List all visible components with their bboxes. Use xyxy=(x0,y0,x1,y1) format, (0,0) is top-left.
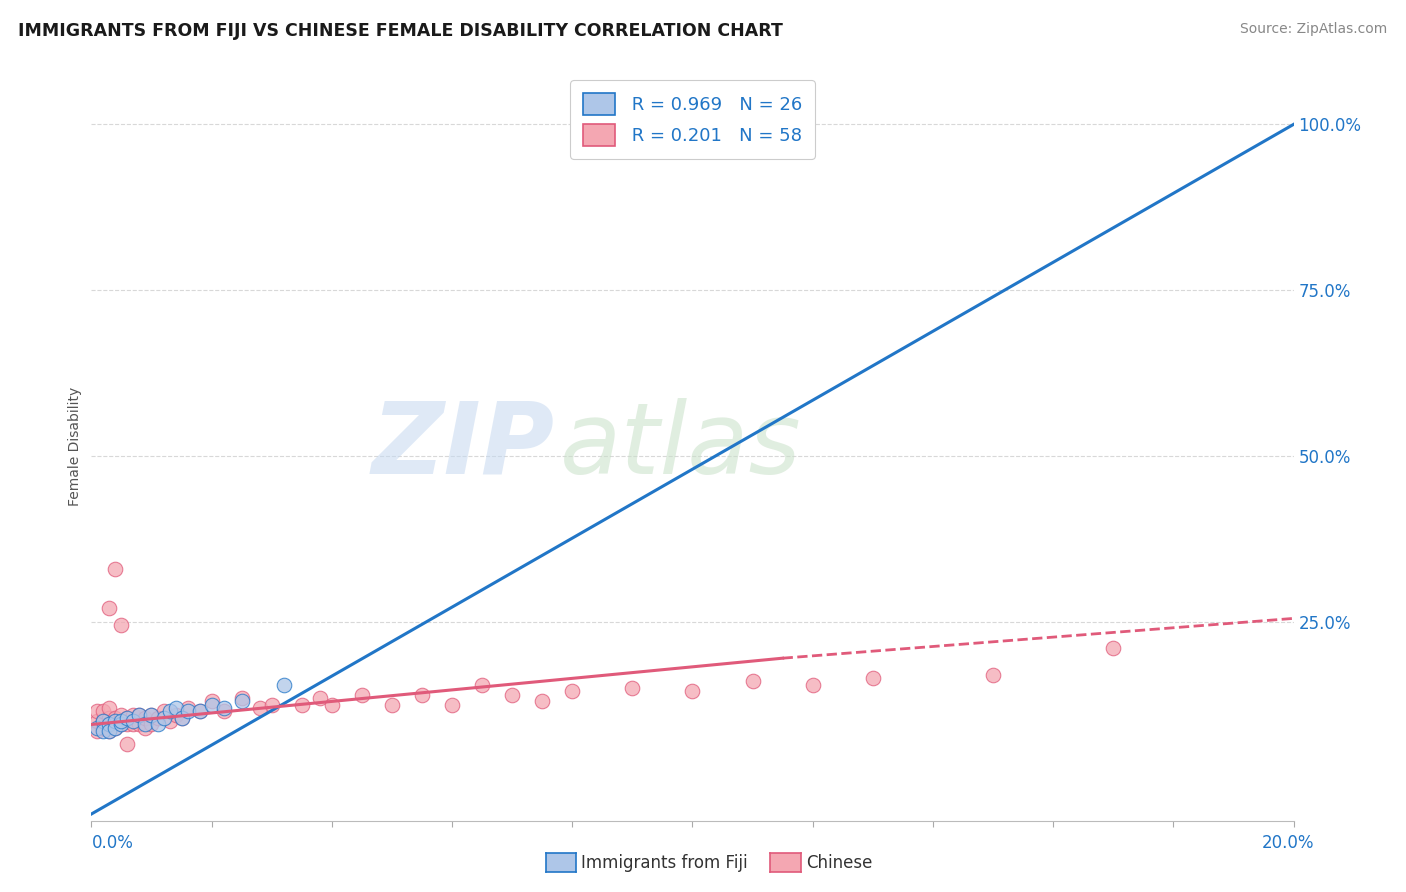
Point xyxy=(122,717,145,731)
Point xyxy=(651,117,673,131)
Point xyxy=(273,678,295,692)
Point xyxy=(188,704,211,718)
Point xyxy=(104,721,127,735)
Point xyxy=(621,681,644,695)
Point xyxy=(170,711,193,725)
Point xyxy=(110,618,132,632)
Point xyxy=(159,714,181,728)
Point xyxy=(862,671,884,685)
Point xyxy=(86,714,108,728)
Point xyxy=(231,690,253,705)
Point xyxy=(152,711,174,725)
Point xyxy=(212,704,235,718)
Point xyxy=(110,714,132,728)
Point xyxy=(411,688,433,702)
Point xyxy=(141,717,163,731)
Point xyxy=(308,690,330,705)
Point xyxy=(98,601,121,615)
Point xyxy=(117,717,139,731)
Point xyxy=(249,701,271,715)
Text: 0.0%: 0.0% xyxy=(91,834,134,852)
Point xyxy=(681,684,703,698)
Point xyxy=(176,704,198,718)
Point xyxy=(440,698,463,712)
Point xyxy=(110,707,132,722)
Text: atlas: atlas xyxy=(560,398,801,494)
Point xyxy=(86,704,108,718)
Point xyxy=(128,717,150,731)
Point xyxy=(231,694,253,708)
Point xyxy=(350,688,373,702)
Point xyxy=(104,721,127,735)
Point xyxy=(110,717,132,731)
Y-axis label: Female Disability: Female Disability xyxy=(69,386,83,506)
Point xyxy=(741,674,763,689)
Point xyxy=(188,704,211,718)
Text: 20.0%: 20.0% xyxy=(1263,834,1315,852)
Point xyxy=(152,704,174,718)
Point xyxy=(104,562,127,576)
Point xyxy=(501,688,523,702)
Text: Source: ZipAtlas.com: Source: ZipAtlas.com xyxy=(1240,22,1388,37)
Text: Immigrants from Fiji: Immigrants from Fiji xyxy=(581,854,748,871)
Point xyxy=(98,724,121,739)
Point xyxy=(260,698,283,712)
Point xyxy=(176,701,198,715)
Point xyxy=(128,707,150,722)
Point xyxy=(93,724,115,739)
Point xyxy=(141,707,163,722)
Point xyxy=(134,717,156,731)
Point xyxy=(1102,641,1125,656)
Point xyxy=(104,714,127,728)
Point xyxy=(98,701,121,715)
Point xyxy=(128,707,150,722)
Point xyxy=(561,684,583,698)
Point xyxy=(134,711,156,725)
Point xyxy=(98,711,121,725)
Text: Chinese: Chinese xyxy=(806,854,872,871)
Point xyxy=(471,678,494,692)
Point xyxy=(98,717,121,731)
Point xyxy=(117,738,139,752)
Point xyxy=(117,711,139,725)
Point xyxy=(141,707,163,722)
Point xyxy=(146,711,169,725)
Point xyxy=(291,698,314,712)
Point xyxy=(93,714,115,728)
Point xyxy=(801,678,824,692)
Legend:  R = 0.969   N = 26,  R = 0.201   N = 58: R = 0.969 N = 26, R = 0.201 N = 58 xyxy=(569,80,815,159)
Point xyxy=(98,717,121,731)
Point xyxy=(122,714,145,728)
Point xyxy=(93,704,115,718)
Point xyxy=(159,704,181,718)
Point xyxy=(170,711,193,725)
Point xyxy=(98,724,121,739)
Point xyxy=(93,721,115,735)
Point xyxy=(86,724,108,739)
Point xyxy=(117,711,139,725)
Point xyxy=(86,721,108,735)
Point xyxy=(981,667,1004,681)
Point xyxy=(165,701,187,715)
Point xyxy=(201,698,224,712)
Point xyxy=(110,717,132,731)
Point xyxy=(212,701,235,715)
Point xyxy=(165,707,187,722)
Point xyxy=(531,694,554,708)
Point xyxy=(122,707,145,722)
Text: IMMIGRANTS FROM FIJI VS CHINESE FEMALE DISABILITY CORRELATION CHART: IMMIGRANTS FROM FIJI VS CHINESE FEMALE D… xyxy=(18,22,783,40)
Point xyxy=(104,711,127,725)
Point xyxy=(134,721,156,735)
Text: ZIP: ZIP xyxy=(371,398,554,494)
Point xyxy=(201,694,224,708)
Point xyxy=(146,717,169,731)
Point xyxy=(381,698,404,712)
Point xyxy=(93,714,115,728)
Point xyxy=(321,698,343,712)
